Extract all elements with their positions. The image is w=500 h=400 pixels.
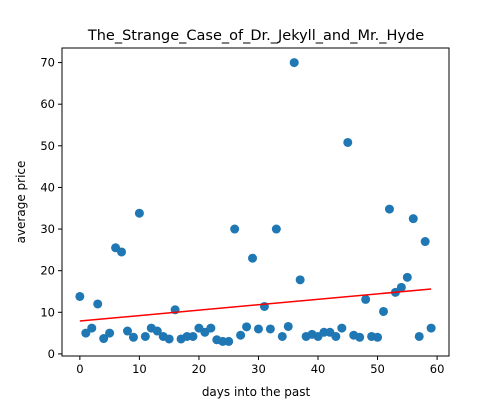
trend-line-layer — [79, 288, 432, 322]
data-point-5 — [105, 328, 115, 338]
data-point-10 — [134, 208, 144, 218]
y-tick-label: 20 — [40, 264, 55, 278]
data-point-29 — [248, 253, 258, 263]
data-point-36 — [289, 58, 299, 68]
data-point-26 — [230, 224, 240, 234]
data-point-15 — [164, 334, 174, 344]
data-point-43 — [331, 331, 341, 341]
data-point-7 — [117, 247, 127, 257]
x-tick-label: 60 — [430, 362, 445, 376]
plot-area — [75, 58, 436, 346]
y-tick-label: 0 — [48, 347, 55, 361]
data-point-56 — [408, 214, 418, 224]
data-point-33 — [271, 224, 281, 234]
data-point-51 — [379, 306, 389, 316]
y-tick-label: 50 — [40, 139, 55, 153]
y-axis-label: average price — [14, 161, 28, 244]
data-point-54 — [396, 282, 406, 292]
data-point-22 — [206, 323, 216, 333]
trend-line — [79, 288, 432, 322]
data-point-32 — [265, 324, 275, 334]
y-tick-label: 70 — [40, 56, 55, 70]
data-point-1 — [81, 328, 91, 338]
data-point-34 — [277, 331, 287, 341]
y-tick-label: 60 — [40, 97, 55, 111]
data-point-11 — [140, 331, 150, 341]
data-point-25 — [224, 336, 234, 346]
y-tick-label: 30 — [40, 222, 55, 236]
x-tick-label: 10 — [132, 362, 147, 376]
x-tick-label: 20 — [192, 362, 207, 376]
data-point-47 — [355, 332, 365, 342]
data-point-48 — [361, 294, 371, 304]
x-tick-label: 40 — [311, 362, 326, 376]
x-axis-ticks: 0 10 20 30 40 50 60 — [76, 356, 444, 376]
data-point-58 — [420, 237, 430, 247]
data-point-55 — [402, 272, 412, 282]
x-tick-label: 0 — [76, 362, 83, 376]
data-point-8 — [122, 326, 132, 336]
data-point-13 — [152, 326, 162, 336]
data-point-27 — [236, 330, 246, 340]
data-point-44 — [337, 323, 347, 333]
data-point-28 — [242, 322, 252, 332]
chart-title: The_Strange_Case_of_Dr._Jekyll_and_Mr._H… — [87, 28, 424, 44]
y-tick-label: 10 — [40, 305, 55, 319]
data-points — [75, 58, 436, 346]
data-point-35 — [283, 321, 293, 331]
data-point-50 — [373, 332, 383, 342]
data-point-52 — [384, 204, 394, 214]
x-tick-label: 50 — [370, 362, 385, 376]
data-point-2 — [87, 323, 97, 333]
data-point-37 — [295, 275, 305, 285]
data-point-57 — [414, 331, 424, 341]
data-point-3 — [93, 299, 103, 309]
data-point-45 — [343, 137, 353, 147]
data-point-9 — [128, 332, 138, 342]
y-axis-ticks: 0 10 20 30 40 50 60 70 — [40, 56, 62, 361]
data-point-30 — [253, 324, 263, 334]
y-tick-label: 40 — [40, 180, 55, 194]
x-tick-label: 30 — [251, 362, 266, 376]
axes-frame — [61, 47, 450, 357]
x-axis-label: days into the past — [202, 385, 311, 399]
data-point-19 — [188, 331, 198, 341]
data-point-0 — [75, 291, 85, 301]
data-point-4 — [99, 334, 109, 344]
data-point-59 — [426, 323, 436, 333]
